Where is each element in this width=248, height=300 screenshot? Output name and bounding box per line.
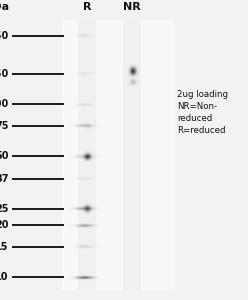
Text: 250: 250 [0, 31, 9, 40]
Text: kDa: kDa [0, 2, 9, 12]
Bar [62, 20, 175, 290]
Text: 2ug loading
NR=Non-
reduced
R=reduced: 2ug loading NR=Non- reduced R=reduced [177, 90, 228, 135]
Text: 37: 37 [0, 174, 9, 184]
Bar [78, 20, 96, 290]
Bar [123, 20, 141, 290]
Text: 20: 20 [0, 220, 9, 230]
Text: 25: 25 [0, 203, 9, 214]
Text: 15: 15 [0, 242, 9, 252]
Text: 50: 50 [0, 152, 9, 161]
Text: 10: 10 [0, 272, 9, 282]
Text: R: R [83, 2, 92, 12]
Text: 75: 75 [0, 121, 9, 131]
Text: NR: NR [123, 2, 141, 12]
Text: 100: 100 [0, 99, 9, 110]
Text: 150: 150 [0, 69, 9, 79]
